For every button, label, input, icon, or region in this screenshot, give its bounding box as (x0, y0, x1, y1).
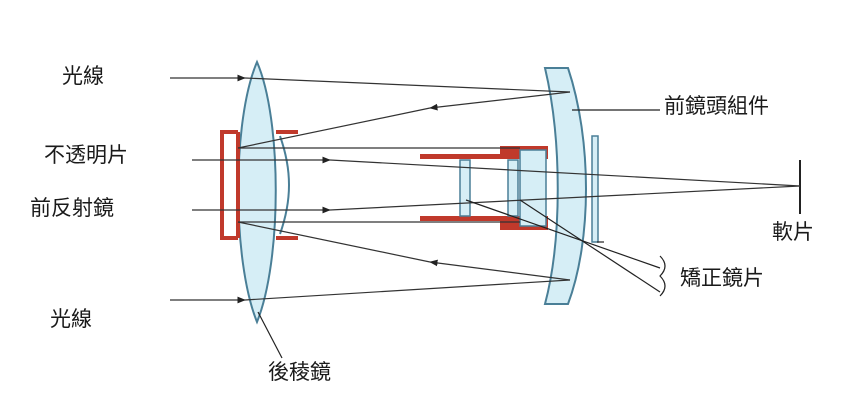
field-plate (591, 135, 599, 243)
rear-prism-mirror-shape (237, 59, 277, 325)
label-rear-prism-mirror: 後稜鏡 (268, 360, 331, 384)
label-front-lens-group: 前鏡頭組件 (664, 94, 769, 118)
label-opaque-sheet: 不透明片 (44, 143, 128, 167)
front-reflector-plate (279, 135, 290, 235)
label-film: 軟片 (772, 220, 814, 244)
leader-lines (257, 109, 666, 359)
label-light-top: 光線 (62, 64, 104, 88)
label-front-reflector: 前反射鏡 (30, 196, 114, 220)
corrector-lens-element-3 (519, 149, 547, 227)
label-light-bottom: 光線 (50, 307, 92, 331)
corrector-lens-element-1 (459, 159, 471, 217)
label-corrector-lens: 矯正鏡片 (680, 266, 764, 290)
front-reflector-mount (220, 130, 298, 240)
light-rays (170, 74, 801, 304)
corrector-lens-element-2 (507, 159, 519, 217)
front-lens-group-shape (543, 67, 587, 305)
